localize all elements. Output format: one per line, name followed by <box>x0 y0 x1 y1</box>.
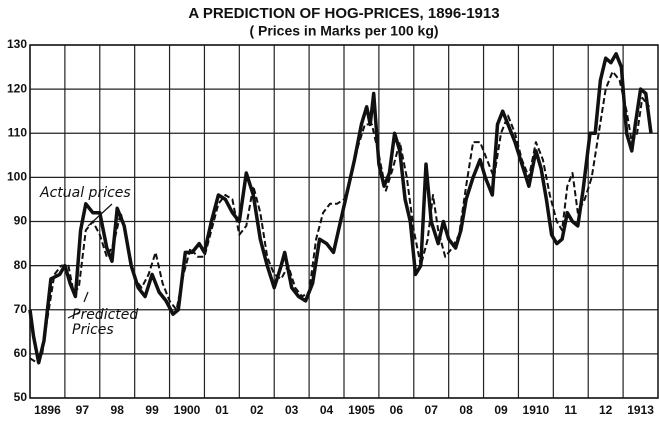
x-tick-label: 12 <box>599 403 613 417</box>
x-tick-label: 01 <box>215 403 229 417</box>
x-tick-label: 1900 <box>174 403 201 417</box>
annotation-arrow <box>87 203 113 227</box>
x-tick-label: 1913 <box>627 403 654 417</box>
x-tick-label: 98 <box>111 403 125 417</box>
chart-subtitle: ( Prices in Marks per 100 kg) <box>249 23 438 39</box>
x-tick-label: 07 <box>425 403 439 417</box>
x-tick-label: 1905 <box>348 403 375 417</box>
x-tick-label: 11 <box>564 403 577 417</box>
y-tick-label: 130 <box>7 37 27 51</box>
x-tick-label: 04 <box>320 403 334 417</box>
y-tick-label: 120 <box>7 81 27 95</box>
x-tick-label: 08 <box>459 403 473 417</box>
annotation-arrow <box>67 311 81 319</box>
x-tick-label: 02 <box>250 403 264 417</box>
y-tick-label: 80 <box>14 258 28 272</box>
series-annotation: Predicted Prices <box>72 307 139 338</box>
series-line <box>29 70 651 364</box>
chart-title: A PREDICTION OF HOG-PRICES, 1896-1913 <box>188 5 499 22</box>
x-tick-label: 1910 <box>523 403 550 417</box>
x-tick-label: 97 <box>76 403 90 417</box>
x-tick-label: 99 <box>145 403 159 417</box>
y-tick-label: 90 <box>14 214 28 228</box>
y-tick-label: 100 <box>7 170 27 184</box>
x-tick-label: 1896 <box>34 403 61 417</box>
y-tick-label: 60 <box>14 346 28 360</box>
x-tick-label: 03 <box>285 403 299 417</box>
series-annotation: Actual prices <box>40 185 131 201</box>
y-tick-label: 110 <box>8 125 28 139</box>
plot-frame <box>29 44 659 399</box>
y-tick-label: 70 <box>14 302 28 316</box>
series-line <box>28 52 653 365</box>
x-tick-label: 09 <box>494 403 508 417</box>
y-tick-label: 50 <box>14 390 28 404</box>
annotation-arrow <box>83 291 89 303</box>
x-tick-label: 06 <box>390 403 404 417</box>
